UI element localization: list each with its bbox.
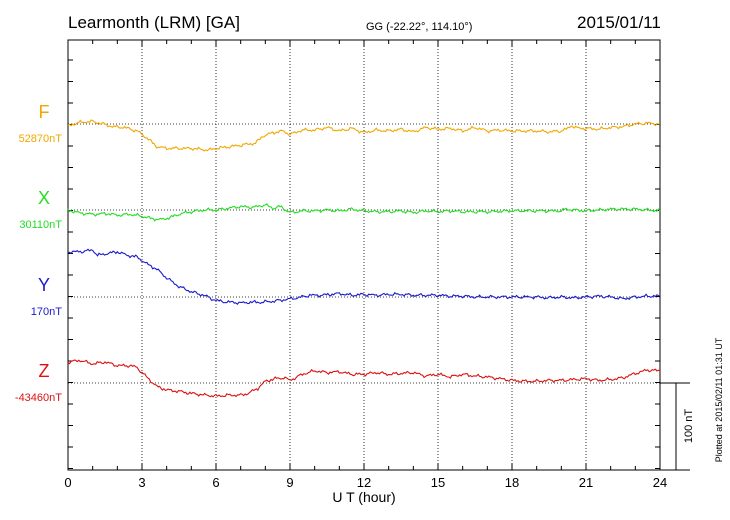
scale-bar: 100 nT xyxy=(660,382,695,471)
x-tick-labels: 0 3 6 9 12 15 18 21 24 xyxy=(64,475,667,490)
series-labels: F 52870nT X 30110nT Y 170nT Z -43460nT xyxy=(15,102,62,404)
scale-bar-label: 100 nT xyxy=(683,409,695,444)
x-tick-label: 3 xyxy=(138,475,145,490)
coordinates-label: GG (-22.22°, 114.10°) xyxy=(366,21,472,33)
series-line-y xyxy=(67,248,661,305)
x-tick-label: 6 xyxy=(212,475,219,490)
x-tick-label: 12 xyxy=(357,475,371,490)
x-tick-label: 24 xyxy=(653,475,667,490)
grid-lines xyxy=(68,40,660,470)
x-axis-label: U T (hour) xyxy=(332,489,395,505)
series-line-x xyxy=(67,203,661,222)
series-baseline-x: 30110nT xyxy=(19,219,62,231)
plotted-timestamp: Plotted at 2015/02/11 01:31 UT xyxy=(714,337,724,462)
series-baseline-f: 52870nT xyxy=(19,133,63,145)
series-name-x: X xyxy=(38,188,50,208)
series-name-z: Z xyxy=(39,361,50,381)
series-baseline-z: -43460nT xyxy=(15,392,62,404)
series-line-z xyxy=(67,359,661,398)
series-line-f xyxy=(67,119,661,152)
x-tick-label: 15 xyxy=(431,475,445,490)
series-name-f: F xyxy=(39,102,50,122)
x-tick-label: 21 xyxy=(579,475,593,490)
series-lines xyxy=(67,119,661,398)
station-title: Learmonth (LRM) [GA] xyxy=(68,13,240,32)
date-label: 2015/01/11 xyxy=(577,13,661,32)
series-baseline-y: 170nT xyxy=(31,306,62,318)
series-name-y: Y xyxy=(38,275,50,295)
x-tick-label: 9 xyxy=(286,475,293,490)
x-tick-label: 0 xyxy=(64,475,71,490)
x-tick-label: 18 xyxy=(505,475,519,490)
axis-ticks xyxy=(67,40,661,470)
plot-frame xyxy=(67,39,661,471)
